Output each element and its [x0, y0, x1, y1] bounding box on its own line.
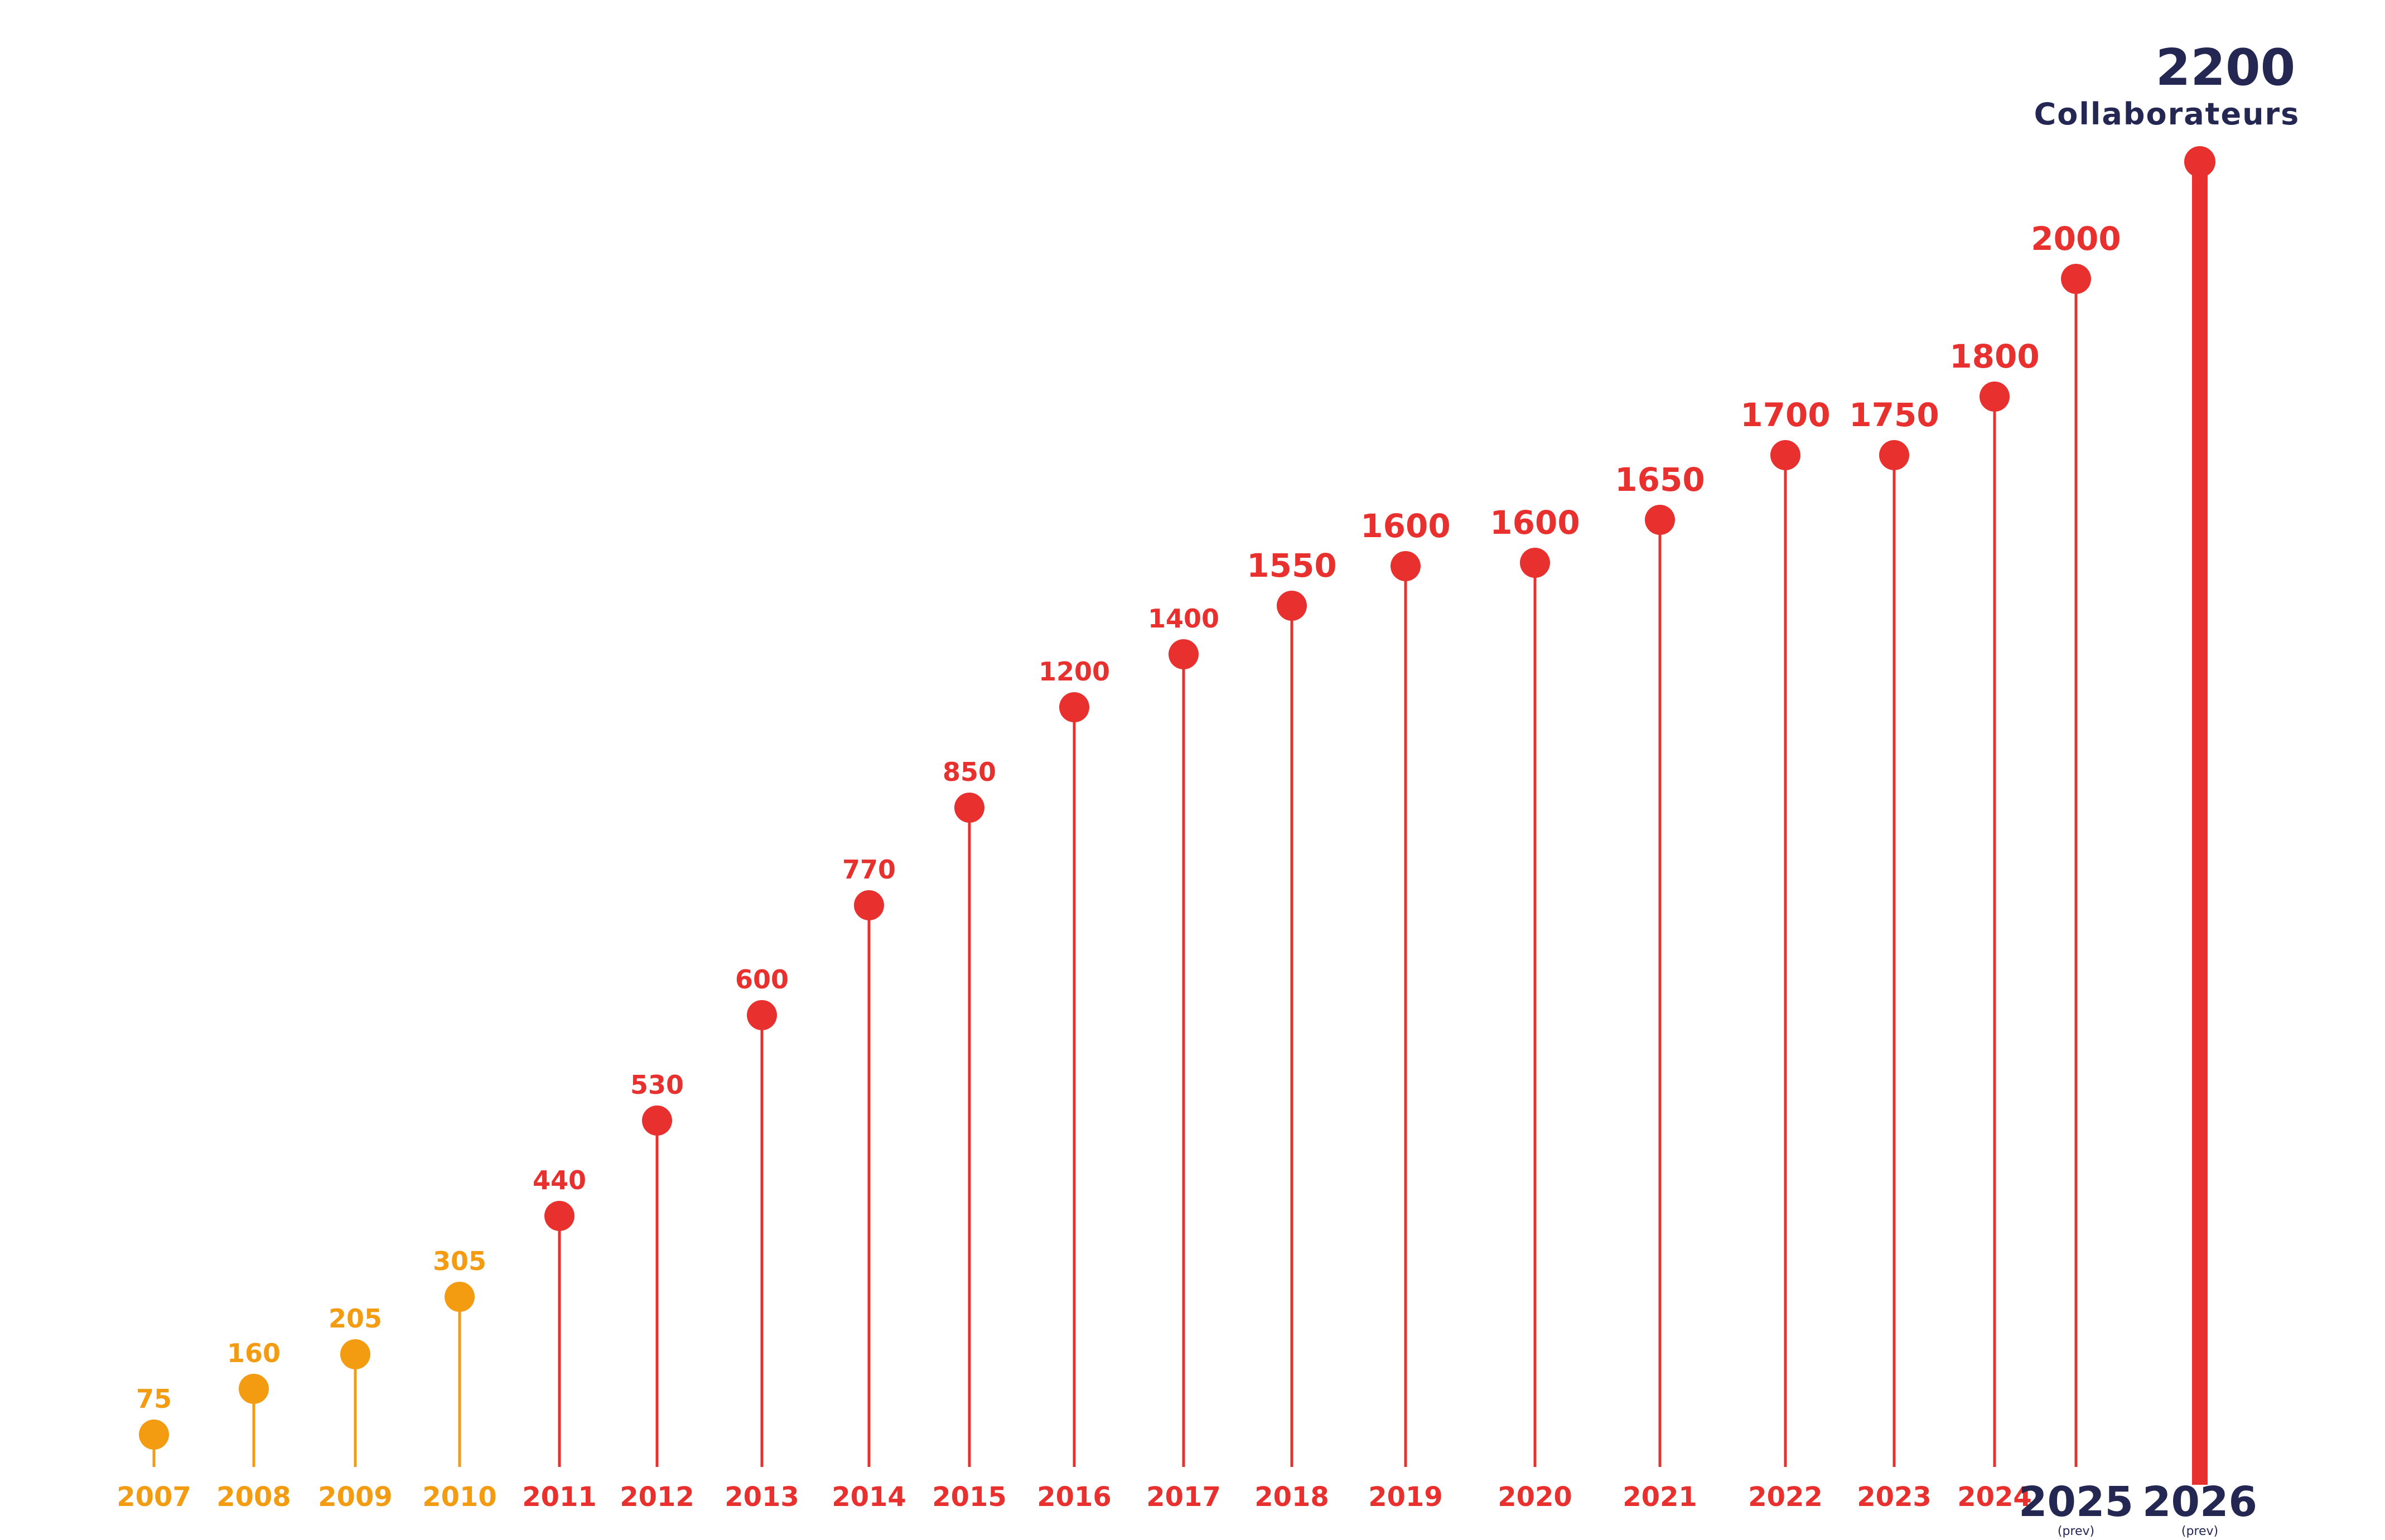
year-label-2018: 2018: [1254, 1481, 1329, 1513]
year-label-2007: 2007: [117, 1481, 191, 1513]
year-label-2022: 2022: [1748, 1481, 1823, 1513]
dot-2022: [1770, 440, 1800, 470]
dot-2017: [1169, 639, 1199, 669]
year-label-2024: 2024: [1957, 1481, 2032, 1513]
year-label-2011: 2011: [522, 1481, 597, 1513]
value-label-2016: 1200: [1039, 656, 1110, 687]
headline: 2200 Collaborateurs: [2034, 38, 2300, 132]
dot-2016: [1059, 692, 1089, 722]
forecast-note-2025: (prev): [2058, 1524, 2094, 1538]
year-label-2017: 2017: [1146, 1481, 1221, 1513]
dot-2026: [2184, 146, 2215, 177]
year-label-2021: 2021: [1623, 1481, 1697, 1513]
value-label-2022: 1700: [1740, 396, 1830, 434]
dot-2018: [1277, 591, 1307, 621]
dot-2012: [642, 1105, 672, 1136]
forecast-note-2026: (prev): [2181, 1524, 2218, 1538]
year-label-2014: 2014: [832, 1481, 906, 1513]
value-label-2020: 1600: [1490, 504, 1580, 542]
year-label-2023: 2023: [1857, 1481, 1932, 1513]
stems-layer: [152, 162, 2208, 1485]
value-labels-layer: 75 160 205 305 440 530 600 770 850 1200 1400 1550 16…: [136, 220, 2121, 1414]
dot-2011: [544, 1201, 574, 1231]
headline-value: 2200: [2156, 38, 2296, 97]
value-label-2024: 1800: [1949, 337, 2039, 375]
value-label-2015: 850: [943, 757, 996, 787]
value-label-2010: 305: [433, 1246, 486, 1276]
year-label-2016: 2016: [1037, 1481, 1112, 1513]
dots-layer: [139, 146, 2215, 1450]
value-label-2014: 770: [842, 855, 896, 885]
value-label-2019: 1600: [1360, 507, 1450, 545]
year-label-2009: 2009: [318, 1481, 393, 1513]
dot-2020: [1520, 548, 1550, 578]
headline-unit: Collaborateurs: [2034, 96, 2300, 132]
year-labels-layer: 2007 2008 2009 2010 2011 2012 2013 2014 2015 2016…: [117, 1478, 2257, 1538]
dot-2013: [747, 1000, 777, 1030]
value-label-2013: 600: [735, 964, 789, 995]
value-label-2018: 1550: [1247, 547, 1336, 585]
year-label-2025: 2025: [2019, 1478, 2133, 1526]
year-label-2010: 2010: [422, 1481, 497, 1513]
value-label-2011: 440: [533, 1165, 586, 1195]
dot-2008: [239, 1374, 269, 1404]
year-label-2015: 2015: [932, 1481, 1007, 1513]
dot-2019: [1391, 551, 1421, 581]
value-label-2021: 1650: [1615, 461, 1705, 499]
dot-2007: [139, 1420, 169, 1450]
value-label-2023: 1750: [1849, 396, 1939, 434]
year-label-2026: 2026: [2142, 1478, 2257, 1526]
year-label-2013: 2013: [725, 1481, 799, 1513]
year-label-2008: 2008: [216, 1481, 291, 1513]
dot-2024: [1980, 382, 2010, 412]
dot-2015: [954, 793, 984, 823]
value-label-2009: 205: [329, 1304, 382, 1334]
year-label-2012: 2012: [620, 1481, 694, 1513]
value-label-2012: 530: [630, 1070, 684, 1100]
dot-2023: [1879, 440, 1909, 470]
value-label-2017: 1400: [1148, 604, 1219, 634]
year-label-2020: 2020: [1498, 1481, 1572, 1513]
value-label-2007: 75: [136, 1384, 172, 1414]
dot-2025: [2061, 264, 2091, 294]
dot-2010: [445, 1282, 475, 1312]
dot-2014: [854, 890, 884, 920]
value-label-2025: 2000: [2031, 220, 2121, 258]
dot-2009: [340, 1339, 370, 1369]
year-label-2019: 2019: [1368, 1481, 1443, 1513]
value-label-2008: 160: [227, 1338, 281, 1368]
dot-2021: [1645, 505, 1675, 535]
